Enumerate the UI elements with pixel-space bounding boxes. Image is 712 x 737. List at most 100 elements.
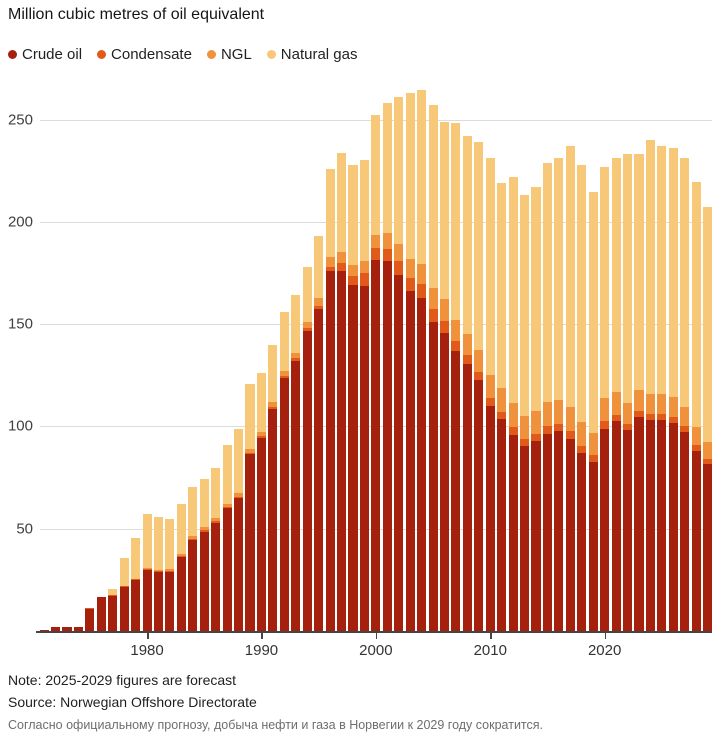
- bar-segment-crude-oil: [188, 540, 198, 631]
- legend-dot-icon: [8, 50, 17, 59]
- bar-segment-crude-oil: [577, 453, 587, 631]
- bar-segment-ngl: [554, 399, 564, 424]
- bar-segment-ngl: [497, 388, 507, 412]
- bar-segment-natural-gas: [176, 503, 186, 555]
- bar-segment-crude-oil: [405, 291, 415, 631]
- bar-1991: [268, 345, 278, 631]
- bar-segment-crude-oil: [314, 308, 324, 631]
- bar-segment-natural-gas: [462, 135, 472, 334]
- bar-1989: [245, 383, 255, 631]
- bar-segment-crude-oil: [668, 422, 678, 631]
- bar-segment-crude-oil: [439, 332, 450, 631]
- legend-item-condensate: Condensate: [97, 46, 192, 63]
- bar-1994: [302, 266, 312, 631]
- bar-segment-condensate: [359, 273, 369, 286]
- bar-segment-ngl: [199, 527, 209, 531]
- bar-segment-natural-gas: [211, 467, 221, 519]
- bar-segment-ngl: [531, 410, 541, 434]
- bar-segment-crude-oil: [279, 378, 289, 631]
- bar-segment-ngl: [600, 398, 610, 422]
- bar-segment-crude-oil: [417, 297, 427, 631]
- bar-segment-condensate: [131, 579, 141, 580]
- bar-2020: [600, 166, 610, 631]
- bar-segment-natural-gas: [668, 148, 678, 398]
- bar-2017: [565, 146, 575, 631]
- bar-segment-ngl: [611, 392, 621, 415]
- bar-segment-ngl: [394, 244, 404, 262]
- bar-segment-crude-oil: [131, 579, 141, 631]
- bar-1993: [291, 295, 301, 631]
- bar-segment-ngl: [234, 493, 244, 497]
- bar-segment-condensate: [245, 452, 255, 454]
- bar-segment-natural-gas: [279, 311, 289, 371]
- bar-segment-natural-gas: [371, 115, 381, 235]
- bar-2011: [497, 182, 507, 631]
- bar-segment-condensate: [703, 458, 712, 464]
- bar-segment-ngl: [348, 265, 358, 276]
- bar-segment-natural-gas: [634, 154, 644, 390]
- bar-segment-condensate: [348, 275, 358, 285]
- bar-segment-condensate: [314, 305, 324, 309]
- bar-segment-condensate: [474, 372, 484, 381]
- bar-segment-ngl: [245, 448, 255, 453]
- bar-1995: [314, 236, 324, 631]
- bar-segment-ngl: [417, 264, 427, 285]
- bar-segment-natural-gas: [645, 140, 655, 394]
- bar-segment-crude-oil: [657, 420, 667, 631]
- bar-2003: [405, 93, 415, 631]
- bar-segment-condensate: [371, 247, 381, 260]
- bar-segment-crude-oil: [680, 432, 690, 631]
- x-axis-tick-label-2020: 2020: [587, 642, 622, 659]
- bar-segment-natural-gas: [336, 153, 347, 252]
- bar-segment-condensate: [302, 328, 312, 332]
- bar-segment-condensate: [497, 411, 507, 420]
- bar-segment-condensate: [405, 277, 415, 292]
- bar-segment-crude-oil: [462, 364, 472, 631]
- bar-segment-ngl: [188, 536, 198, 539]
- bar-segment-condensate: [165, 570, 175, 572]
- bar-segment-condensate: [634, 411, 644, 418]
- bar-2013: [520, 195, 530, 631]
- bar-segment-crude-oil: [600, 428, 610, 631]
- bar-segment-condensate: [462, 355, 472, 365]
- bar-1971: [39, 630, 49, 631]
- bar-segment-condensate: [680, 426, 690, 433]
- x-axis-tick-2000: [375, 633, 378, 639]
- bar-2002: [394, 97, 404, 631]
- bar-1996: [325, 168, 335, 631]
- bar-segment-natural-gas: [417, 89, 427, 265]
- bar-segment-condensate: [520, 438, 530, 446]
- bar-segment-ngl: [211, 518, 221, 522]
- bar-segment-natural-gas: [302, 266, 312, 322]
- bar-segment-crude-oil: [268, 409, 278, 631]
- bar-segment-crude-oil: [96, 597, 106, 631]
- bar-1978: [119, 557, 129, 631]
- bar-segment-crude-oil: [256, 437, 267, 631]
- bar-segment-crude-oil: [382, 260, 392, 631]
- bar-segment-crude-oil: [703, 463, 712, 631]
- bar-segment-natural-gas: [554, 158, 564, 400]
- bar-2009: [474, 142, 484, 631]
- caption-russian: Согласно официальному прогнозу, добыча н…: [8, 718, 543, 732]
- bar-2018: [577, 164, 587, 631]
- bar-1992: [279, 311, 289, 631]
- bar-segment-ngl: [325, 257, 335, 267]
- legend-item-label: Condensate: [111, 46, 192, 63]
- bar-1986: [211, 467, 221, 631]
- bar-segment-ngl: [565, 406, 575, 431]
- legend-item-natural-gas: Natural gas: [266, 46, 358, 63]
- bar-segment-natural-gas: [142, 514, 152, 568]
- bar-segment-natural-gas: [268, 345, 278, 403]
- bar-segment-crude-oil: [199, 531, 209, 631]
- bar-segment-crude-oil: [108, 595, 118, 631]
- bar-segment-crude-oil: [348, 284, 358, 631]
- bar-segment-condensate: [565, 430, 575, 439]
- bar-segment-ngl: [657, 393, 667, 415]
- bar-segment-natural-gas: [611, 158, 621, 393]
- bar-segment-condensate: [153, 570, 164, 572]
- legend-item-crude-oil: Crude oil: [8, 46, 82, 63]
- footnote: Note: 2025-2029 figures are forecast: [8, 672, 237, 688]
- x-axis-tick-label-1990: 1990: [244, 642, 279, 659]
- bar-1997: [336, 153, 347, 631]
